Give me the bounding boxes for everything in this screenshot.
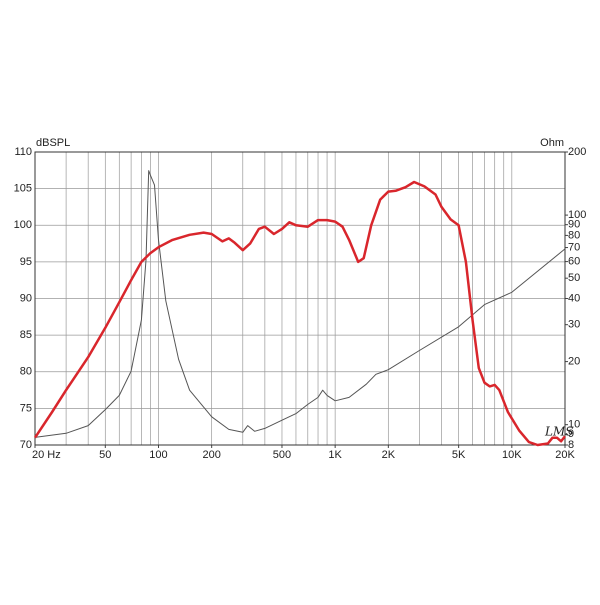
y2-tick-label: 90 <box>568 219 580 231</box>
y2-tick-label: 200 <box>568 146 586 158</box>
y2-tick-label: 50 <box>568 272 580 284</box>
y2-tick-label: 30 <box>568 319 580 331</box>
y2-tick-label: 60 <box>568 255 580 267</box>
y-tick-label: 80 <box>20 366 32 378</box>
y-tick-label: 105 <box>14 183 32 195</box>
y-tick-label: 95 <box>20 256 32 268</box>
x-tick-label: 10K <box>502 449 522 461</box>
series-line <box>33 180 566 447</box>
x-tick-label: 200 <box>202 449 220 461</box>
y-tick-label: 75 <box>20 402 32 414</box>
y-tick-label: 110 <box>14 146 32 158</box>
y2-tick-label: 20 <box>568 356 580 368</box>
y-axis-label: dBSPL <box>36 137 70 149</box>
y-tick-label: 85 <box>20 329 32 341</box>
x-tick-label: 5K <box>452 449 466 461</box>
y-tick-label: 90 <box>20 292 32 304</box>
y2-tick-label: 9 <box>568 428 574 440</box>
y2-tick-label: 70 <box>568 241 580 253</box>
y2-tick-label: 10 <box>568 419 580 431</box>
y2-tick-label: 100 <box>568 209 586 221</box>
y2-axis-label: Ohm <box>540 137 564 149</box>
y2-tick-label: 8 <box>568 439 574 451</box>
x-tick-label: 20 Hz <box>32 449 61 461</box>
x-tick-label: 500 <box>273 449 291 461</box>
watermark: LMS <box>544 425 573 439</box>
plot-frame <box>34 151 566 446</box>
x-tick-label: 100 <box>149 449 167 461</box>
x-tick-label: 20K <box>555 449 575 461</box>
y-tick-label: 100 <box>14 219 32 231</box>
y2-tick-label: 80 <box>568 229 580 241</box>
x-tick-label: 1K <box>328 449 342 461</box>
x-tick-label: 2K <box>382 449 396 461</box>
x-tick-label: 50 <box>99 449 111 461</box>
y-tick-label: 70 <box>20 439 32 451</box>
y2-tick-label: 40 <box>568 292 580 304</box>
series-line <box>34 170 566 438</box>
